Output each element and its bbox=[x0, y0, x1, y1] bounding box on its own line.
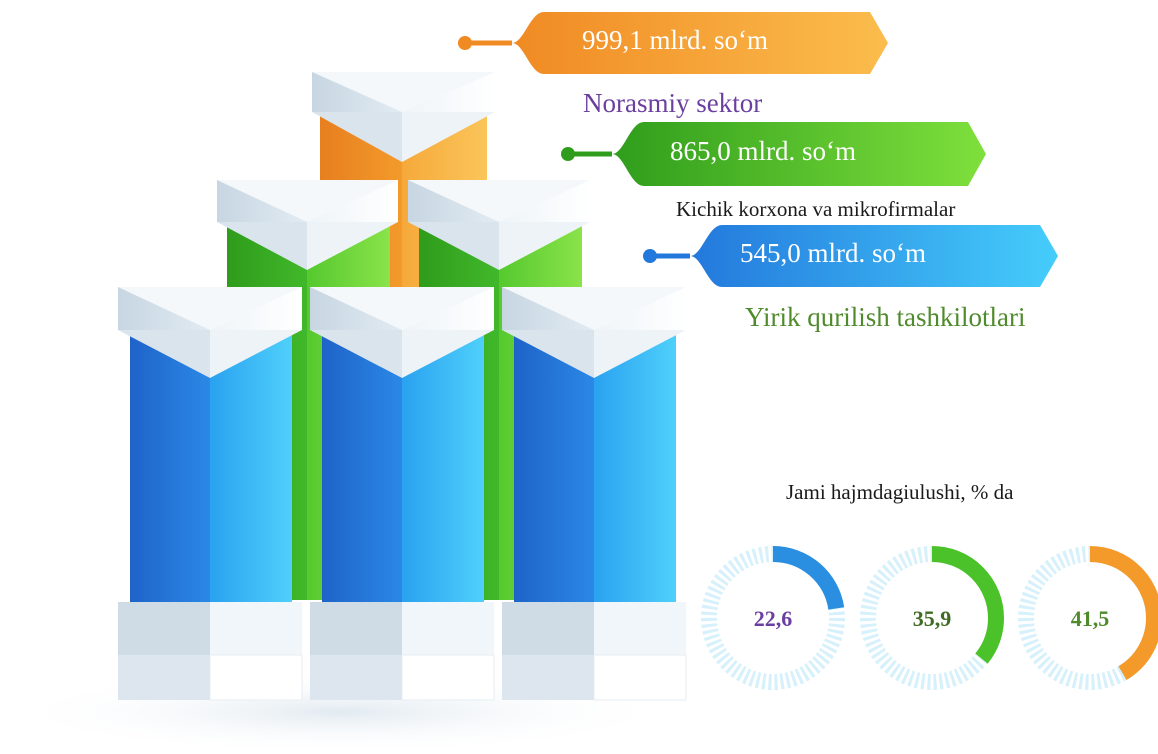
value-label-yirik: 545,0 mlrd. so‘m bbox=[740, 238, 926, 268]
share-value-label-2: 41,5 bbox=[1071, 606, 1110, 631]
bar-yirik-qurilish-3 bbox=[502, 287, 687, 701]
bar-yirik-qurilish-2 bbox=[310, 287, 495, 701]
value-banner-yirik bbox=[643, 225, 1058, 287]
category-label-yirik: Yirik qurilish tashkilotlari bbox=[745, 302, 1026, 332]
share-rings: 22,6 35,9 41,5 bbox=[701, 546, 1158, 690]
share-title: Jami hajmdagiulushi, % da bbox=[786, 480, 1014, 504]
bar-yirik-qurilish-1 bbox=[118, 287, 303, 701]
share-ring-arc-1 bbox=[860, 546, 1004, 690]
value-label-kichik: 865,0 mlrd. so‘m bbox=[670, 136, 856, 166]
value-banner-norasmiy bbox=[458, 12, 888, 74]
value-label-norasmiy: 999,1 mlrd. so‘m bbox=[582, 25, 768, 55]
value-banner-kichik bbox=[561, 122, 986, 186]
share-ring-arc-2 bbox=[1018, 546, 1158, 690]
share-value-label-1: 35,9 bbox=[913, 606, 952, 631]
share-ring-arc-0 bbox=[701, 546, 845, 690]
share-value-label-0: 22,6 bbox=[754, 606, 793, 631]
category-label-norasmiy: Norasmiy sektor bbox=[583, 88, 763, 118]
category-label-kichik: Kichik korxona va mikrofirmalar bbox=[676, 197, 956, 221]
